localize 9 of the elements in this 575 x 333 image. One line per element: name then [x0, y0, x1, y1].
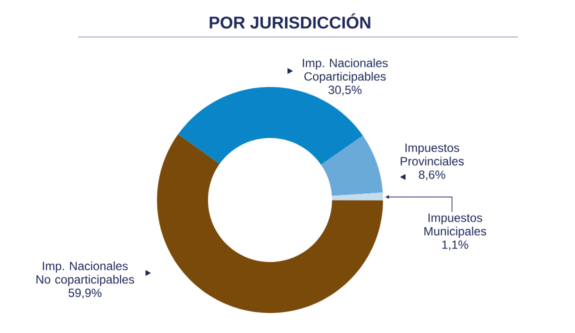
chart-title: POR JURISDICCIÓN — [210, 13, 370, 29]
slice-label: Impuestos Municipales — [424, 214, 486, 238]
slice-label: Impuestos Provinciales — [400, 144, 464, 166]
slice-label: Imp. Nacionales Coparticipables — [302, 58, 388, 84]
data-label: 1,1% — [442, 240, 468, 250]
data-label: 59,9% — [68, 288, 102, 299]
data-label: 30,5% — [328, 86, 362, 96]
data-label: 8,6% — [418, 170, 446, 180]
slice-label: Imp. Nacionales No coparticipables — [36, 261, 134, 286]
